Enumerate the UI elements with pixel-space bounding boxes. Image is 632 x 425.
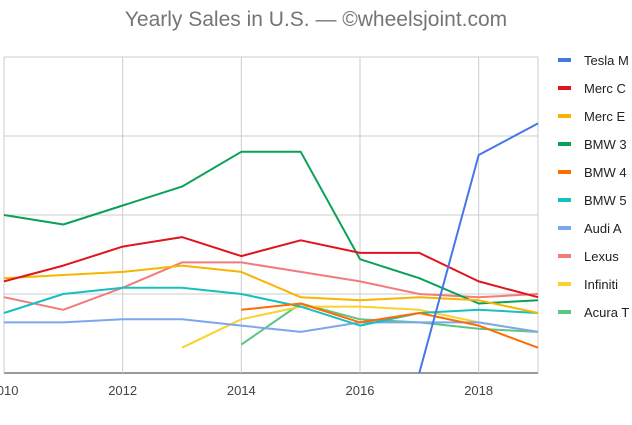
- legend-swatch: [558, 86, 571, 90]
- legend-swatch: [558, 226, 571, 230]
- legend-item: BMW 5: [558, 186, 632, 214]
- legend-item: Infiniti: [558, 270, 632, 298]
- legend-label: Audi A: [584, 220, 622, 236]
- x-tick-label: 2018: [464, 383, 493, 398]
- series-line-lexus: [3, 261, 539, 311]
- series-line-audi-a: [4, 318, 539, 333]
- legend-swatch: [558, 58, 571, 62]
- legend-swatch: [558, 198, 571, 202]
- series-line-bmw-4: [241, 302, 539, 349]
- legend-item: Audi A: [558, 214, 632, 242]
- legend-swatch: [558, 310, 571, 314]
- legend-item: Acura T: [558, 298, 632, 326]
- legend-label: Tesla M: [584, 52, 629, 68]
- legend-swatch: [558, 254, 571, 258]
- legend-swatch: [558, 114, 571, 118]
- legend-label: Merc C: [584, 80, 626, 96]
- x-tick-label: 2012: [108, 383, 137, 398]
- legend-item: BMW 3: [558, 130, 632, 158]
- legend-label: Lexus: [584, 248, 619, 264]
- x-tick-label: 2016: [346, 383, 375, 398]
- series-line-merc-e: [3, 264, 539, 314]
- legend-swatch: [558, 142, 571, 146]
- grid-lines: [3, 56, 539, 374]
- x-tick-label: 2014: [227, 383, 256, 398]
- legend-label: BMW 5: [584, 192, 627, 208]
- series-line-bmw-5: [3, 286, 539, 327]
- series-line-tesla-m: [418, 122, 539, 374]
- legend-label: BMW 3: [584, 136, 627, 152]
- legend: Tesla M Merc C Merc E BMW 3 BMW 4 BMW 5 Audi A…: [558, 46, 632, 326]
- series-lines: [3, 122, 539, 374]
- legend-item: BMW 4: [558, 158, 632, 186]
- chart-title: Yearly Sales in U.S. — ©wheelsjoint.com: [124, 8, 508, 31]
- x-axis-tick-labels: 2010 2012 2014 2016 2018: [0, 383, 493, 398]
- legend-label: Merc E: [584, 108, 626, 124]
- legend-item: Tesla M: [558, 46, 632, 74]
- legend-swatch: [558, 170, 571, 174]
- legend-swatch: [558, 282, 571, 286]
- legend-item: Lexus: [558, 242, 632, 270]
- legend-item: Merc C: [558, 74, 632, 102]
- legend-label: BMW 4: [584, 164, 627, 180]
- x-tick-label: 2010: [0, 383, 18, 398]
- legend-label: Infiniti: [584, 276, 618, 292]
- series-line-bmw-3: [3, 150, 539, 305]
- legend-item: Merc E: [558, 102, 632, 130]
- legend-label: Acura T: [584, 304, 630, 320]
